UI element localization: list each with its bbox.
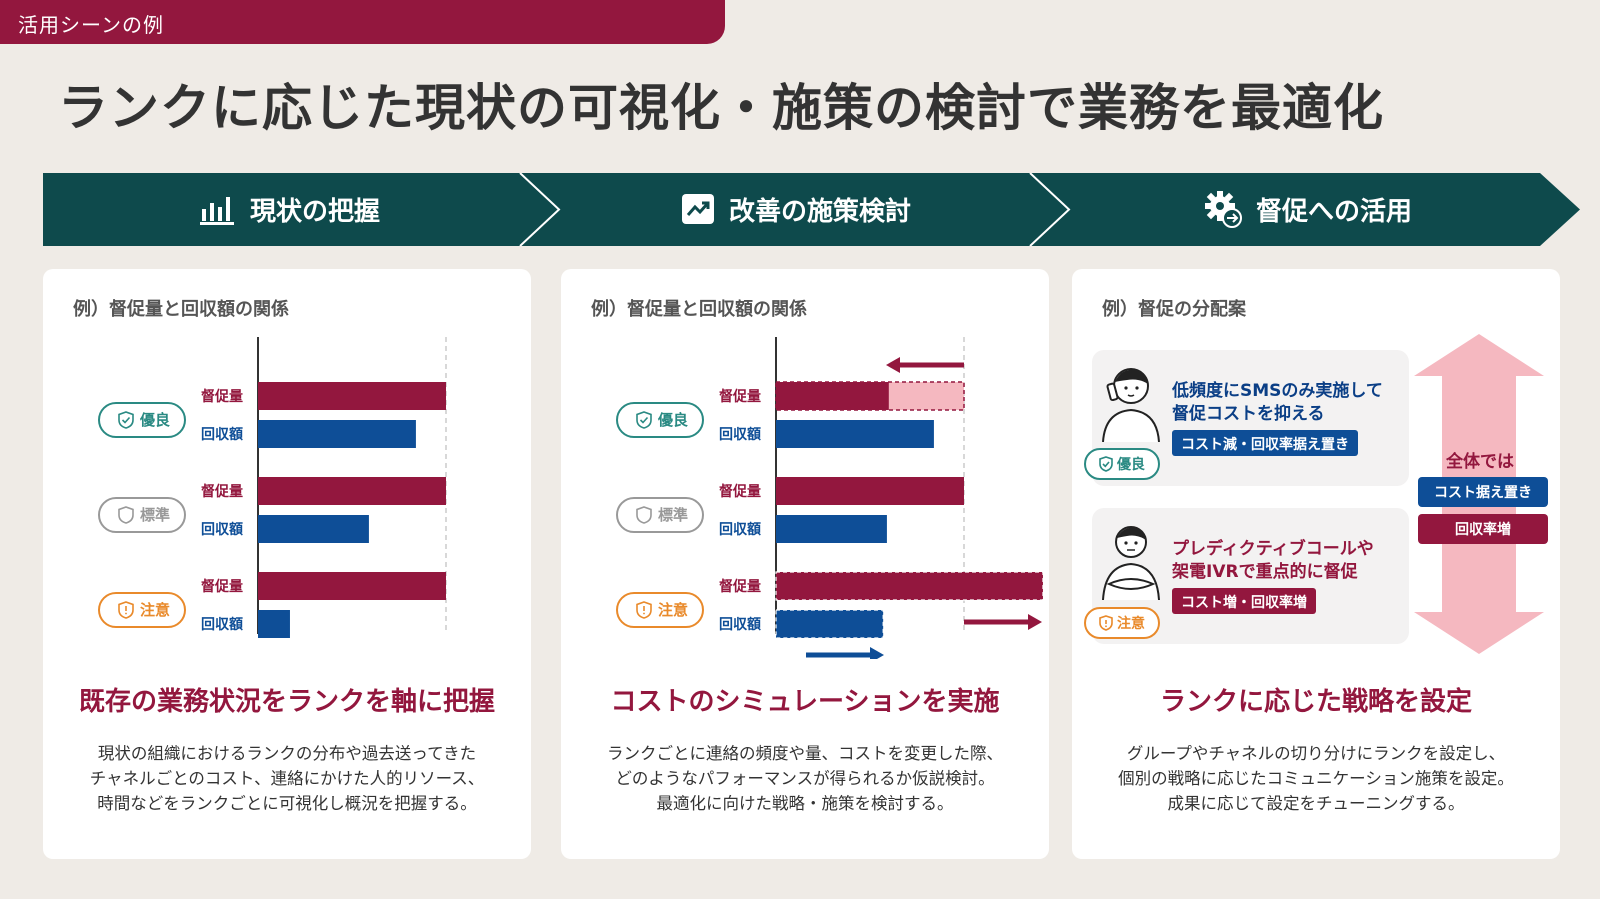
card-description: ランクごとに連絡の頻度や量、コストを変更した際、 どのようなパフォーマンスが得ら… [607,744,1003,813]
bar-collection [258,420,416,448]
bar-collection [776,420,934,448]
gear-arrow-icon [1205,191,1242,228]
bar-dunning [776,382,889,410]
rank-badge-frame [98,592,186,628]
badge-caution: 注意 [1084,607,1160,639]
bar-label-collection: 回収額 [719,426,761,443]
card-subtitle: 例）督促量と回収額の関係 [591,299,807,320]
card-description: グループやチャネルの切り分けにランクを設定し、 個別の戦略に応じたコミュニケーシ… [1118,744,1514,813]
rank-badge-good: 優良 [616,402,704,438]
bar-label-collection: 回収額 [719,521,761,538]
strategy-good-text: 低頻度にSMSのみ実施して 督促コストを抑える [1172,381,1383,424]
step-3-label: 督促への活用 [1256,196,1413,227]
rank-badge-label: 優良 [139,411,170,429]
shield-alert-icon [1099,615,1113,631]
bar-collection [258,610,290,638]
rank-badge-frame [616,592,704,628]
bar-label-dunning: 督促量 [719,578,761,595]
bar-dunning-outline [775,571,1044,601]
step-2: 改善の施策検討 [681,189,911,229]
bar-chart-icon [200,197,234,225]
card-title: ランクに応じた戦略を設定 [1159,687,1472,717]
person-arms-crossed-icon [1102,526,1160,600]
rank-badge-label: 注意 [658,601,688,619]
section-tag: 活用シーンの例 [0,0,725,44]
bar-label-collection: 回収額 [201,426,243,443]
rank-badge-frame [98,402,186,438]
strategy-good: 低頻度にSMSのみ実施して 督促コストを抑える コスト減・回収率据え置き [1092,350,1409,486]
rank-badge-frame [616,497,704,533]
shield-icon [636,411,652,429]
page-title: ランクに応じた現状の可視化・施策の検討で業務を最適化 [58,79,1384,137]
bar-label-collection: 回収額 [201,521,243,538]
bar-label-dunning: 督促量 [201,578,243,595]
strategy-caution-text: プレディクティブコールや 架電IVRで重点的に督促 [1172,539,1374,582]
alert-dot [643,612,645,615]
bar-label-dunning: 督促量 [201,388,243,405]
bar-dunning [776,572,1043,600]
rank-badge-standard: 標準 [98,497,186,533]
overall-pill-cost: コスト据え置き [1418,477,1548,507]
bar-collection-outline [775,609,884,639]
overall-pill-recovery: 回収率増 [1418,514,1548,544]
step-1-label: 現状の把握 [250,196,381,227]
strategy-good-pill: コスト減・回収率据え置き [1172,430,1358,456]
shield-icon [118,506,134,524]
shield-icon [118,601,134,619]
step-bar [43,173,1580,246]
bar-dunning [258,477,446,505]
card-current-state: 例）督促量と回収額の関係 優良 督促量 回収額 標準 督促量 回収額 注意 督促量 回収額 既存… [43,269,531,859]
rank-badge-label: 優良 [657,411,688,429]
bar-collection [776,515,887,543]
card-subtitle: 例）督促の分配案 [1102,299,1246,320]
bar-dunning [776,477,964,505]
bar-label-collection: 回収額 [201,616,243,633]
shield-icon [636,601,652,619]
rank-badge-good: 優良 [98,402,186,438]
rank-badge-caution: 注意 [616,592,704,628]
bar-dunning [258,572,446,600]
badge-good-label: 優良 [1117,457,1145,473]
rank-badge-caution: 注意 [98,592,186,628]
shield-icon [636,506,652,524]
rank-badge-label: 標準 [140,506,170,524]
trend-chart-icon [682,194,714,224]
rank-badge-standard: 標準 [616,497,704,533]
rank-badge-label: 注意 [140,601,170,619]
badge-caution-label: 注意 [1117,616,1145,632]
rank-badge-frame [616,402,704,438]
strategy-caution-pill: コスト増・回収率増 [1172,588,1316,614]
card-subtitle: 例）督促量と回収額の関係 [73,299,289,320]
bar-dunning [258,382,446,410]
bar-collection [258,515,369,543]
card-simulation: 例）督促量と回収額の関係 優良 督促量 回収額 標準 督促量 回収額 注意 督促量 回収額 コス… [561,269,1049,859]
arrow-collection-increase-head [870,647,884,659]
rank-badge-frame [98,497,186,533]
arrow-decrease-head [886,357,900,373]
bar-label-dunning: 督促量 [201,483,243,500]
card-description: 現状の組織におけるランクの分布や過去送ってきた チャネルごとのコスト、連絡にかけ… [89,744,485,813]
bar-label-dunning: 督促量 [719,483,761,500]
bar-collection [776,610,884,638]
card-title: 既存の業務状況をランクを軸に把握 [78,687,495,717]
alert-dot [125,612,127,615]
step-2-label: 改善の施策検討 [729,196,912,227]
bar-label-dunning: 督促量 [719,388,761,405]
badge-good: 優良 [1084,448,1160,480]
shield-check-icon [1099,456,1113,472]
arrow-increase-head [1028,614,1042,630]
shield-icon [118,411,134,429]
check-mark [639,416,649,424]
card-title: コストのシミュレーションを実施 [610,687,1000,717]
person-phone-icon [1102,368,1160,442]
bar-label-collection: 回収額 [719,616,761,633]
overall-label: 全体では [1446,452,1514,472]
rank-badge-label: 標準 [658,506,688,524]
step-1: 現状の把握 [200,189,380,229]
check-mark [121,416,131,424]
step-3: 督促への活用 [1204,189,1412,229]
